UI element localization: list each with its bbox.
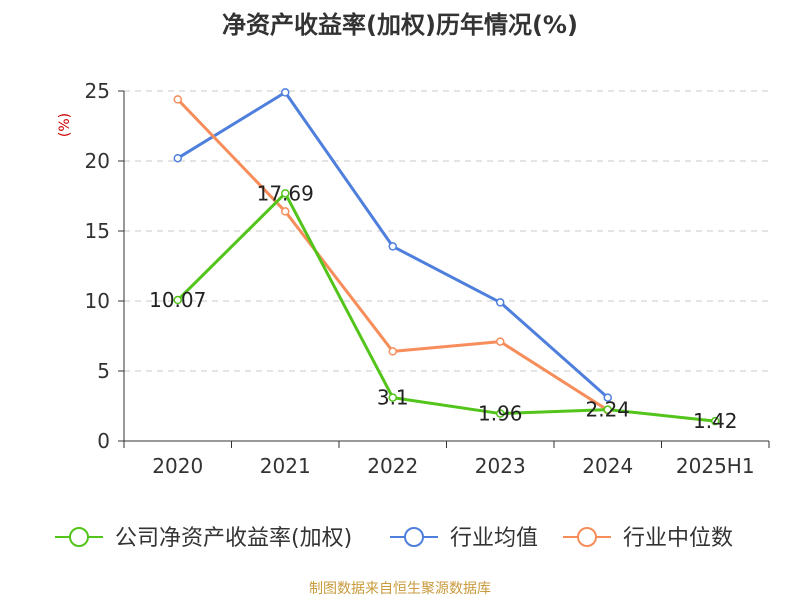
- legend-marker-1: [404, 527, 424, 547]
- x-tick-label-2020: 2020: [152, 454, 203, 478]
- source-note: 制图数据来自恒生聚源数据库: [309, 581, 491, 597]
- axes: 0 5 10 15 20 25 2020 2021 2022 2023 2024 2025H1: [85, 79, 770, 478]
- grid-lines: [124, 90, 769, 372]
- series-1: [173, 88, 612, 402]
- chart-title: 净资产收益率(加权)历年情况(%): [222, 11, 578, 39]
- legend-item-0: 公司净资产收益率(加权): [55, 526, 352, 551]
- data-label-0: 10.07: [149, 288, 206, 312]
- data-label-4: 2.24: [585, 398, 630, 422]
- data-point-2-3: [496, 337, 505, 346]
- x-tick-label-2023: 2023: [475, 454, 526, 478]
- legend-marker-2: [577, 527, 597, 547]
- data-label-2: 3.1: [377, 386, 409, 410]
- legend: 公司净资产收益率(加权) 行业均值 行业中位数: [55, 526, 733, 551]
- data-point-2-1: [281, 207, 290, 216]
- legend-item-2: 行业中位数: [563, 526, 733, 551]
- series-0: [173, 189, 720, 426]
- y-axis-label: (%): [57, 113, 73, 137]
- legend-label-0: 公司净资产收益率(加权): [115, 526, 352, 551]
- data-point-1-2: [388, 242, 397, 251]
- series-2: [173, 95, 612, 415]
- series-line-2: [176, 98, 609, 412]
- data-point-1-3: [496, 298, 505, 307]
- data-label-5: 1.42: [693, 409, 738, 433]
- data-point-1-4: [603, 393, 612, 402]
- data-label-3: 1.96: [478, 402, 523, 426]
- data-point-0-1: [281, 189, 290, 198]
- x-tick-label-2021: 2021: [260, 454, 311, 478]
- x-tick-label-2022: 2022: [367, 454, 418, 478]
- y-tick-label-25: 25: [85, 79, 110, 103]
- y-tick-label-10: 10: [85, 289, 110, 313]
- y-tick-label-5: 5: [97, 359, 110, 383]
- data-point-0-2: [388, 393, 397, 402]
- y-tick-label-0: 0: [97, 429, 110, 453]
- data-point-0-0: [173, 295, 182, 305]
- data-label-1: 17.69: [257, 181, 314, 205]
- data-point-1-1: [281, 88, 290, 97]
- x-tick-label-2024: 2024: [582, 454, 633, 478]
- legend-label-2: 行业中位数: [623, 526, 733, 551]
- legend-item-1: 行业均值: [390, 526, 538, 551]
- x-tick-label-2025H1: 2025H1: [676, 454, 755, 478]
- data-labels: 10.07 17.69 3.1 1.96 2.24 1.42: [149, 181, 737, 433]
- data-point-0-4: [603, 405, 612, 414]
- series-lines: [173, 88, 720, 426]
- data-point-2-0: [173, 95, 182, 104]
- series-line-0: [176, 191, 716, 423]
- data-point-0-3: [496, 409, 505, 418]
- legend-label-1: 行业均值: [450, 526, 538, 551]
- data-point-2-2: [388, 347, 397, 356]
- data-point-0-5: [711, 416, 720, 426]
- legend-marker-0: [69, 527, 89, 547]
- y-tick-label-20: 20: [85, 149, 110, 173]
- data-point-1-0: [173, 153, 182, 163]
- y-tick-label-15: 15: [85, 219, 110, 243]
